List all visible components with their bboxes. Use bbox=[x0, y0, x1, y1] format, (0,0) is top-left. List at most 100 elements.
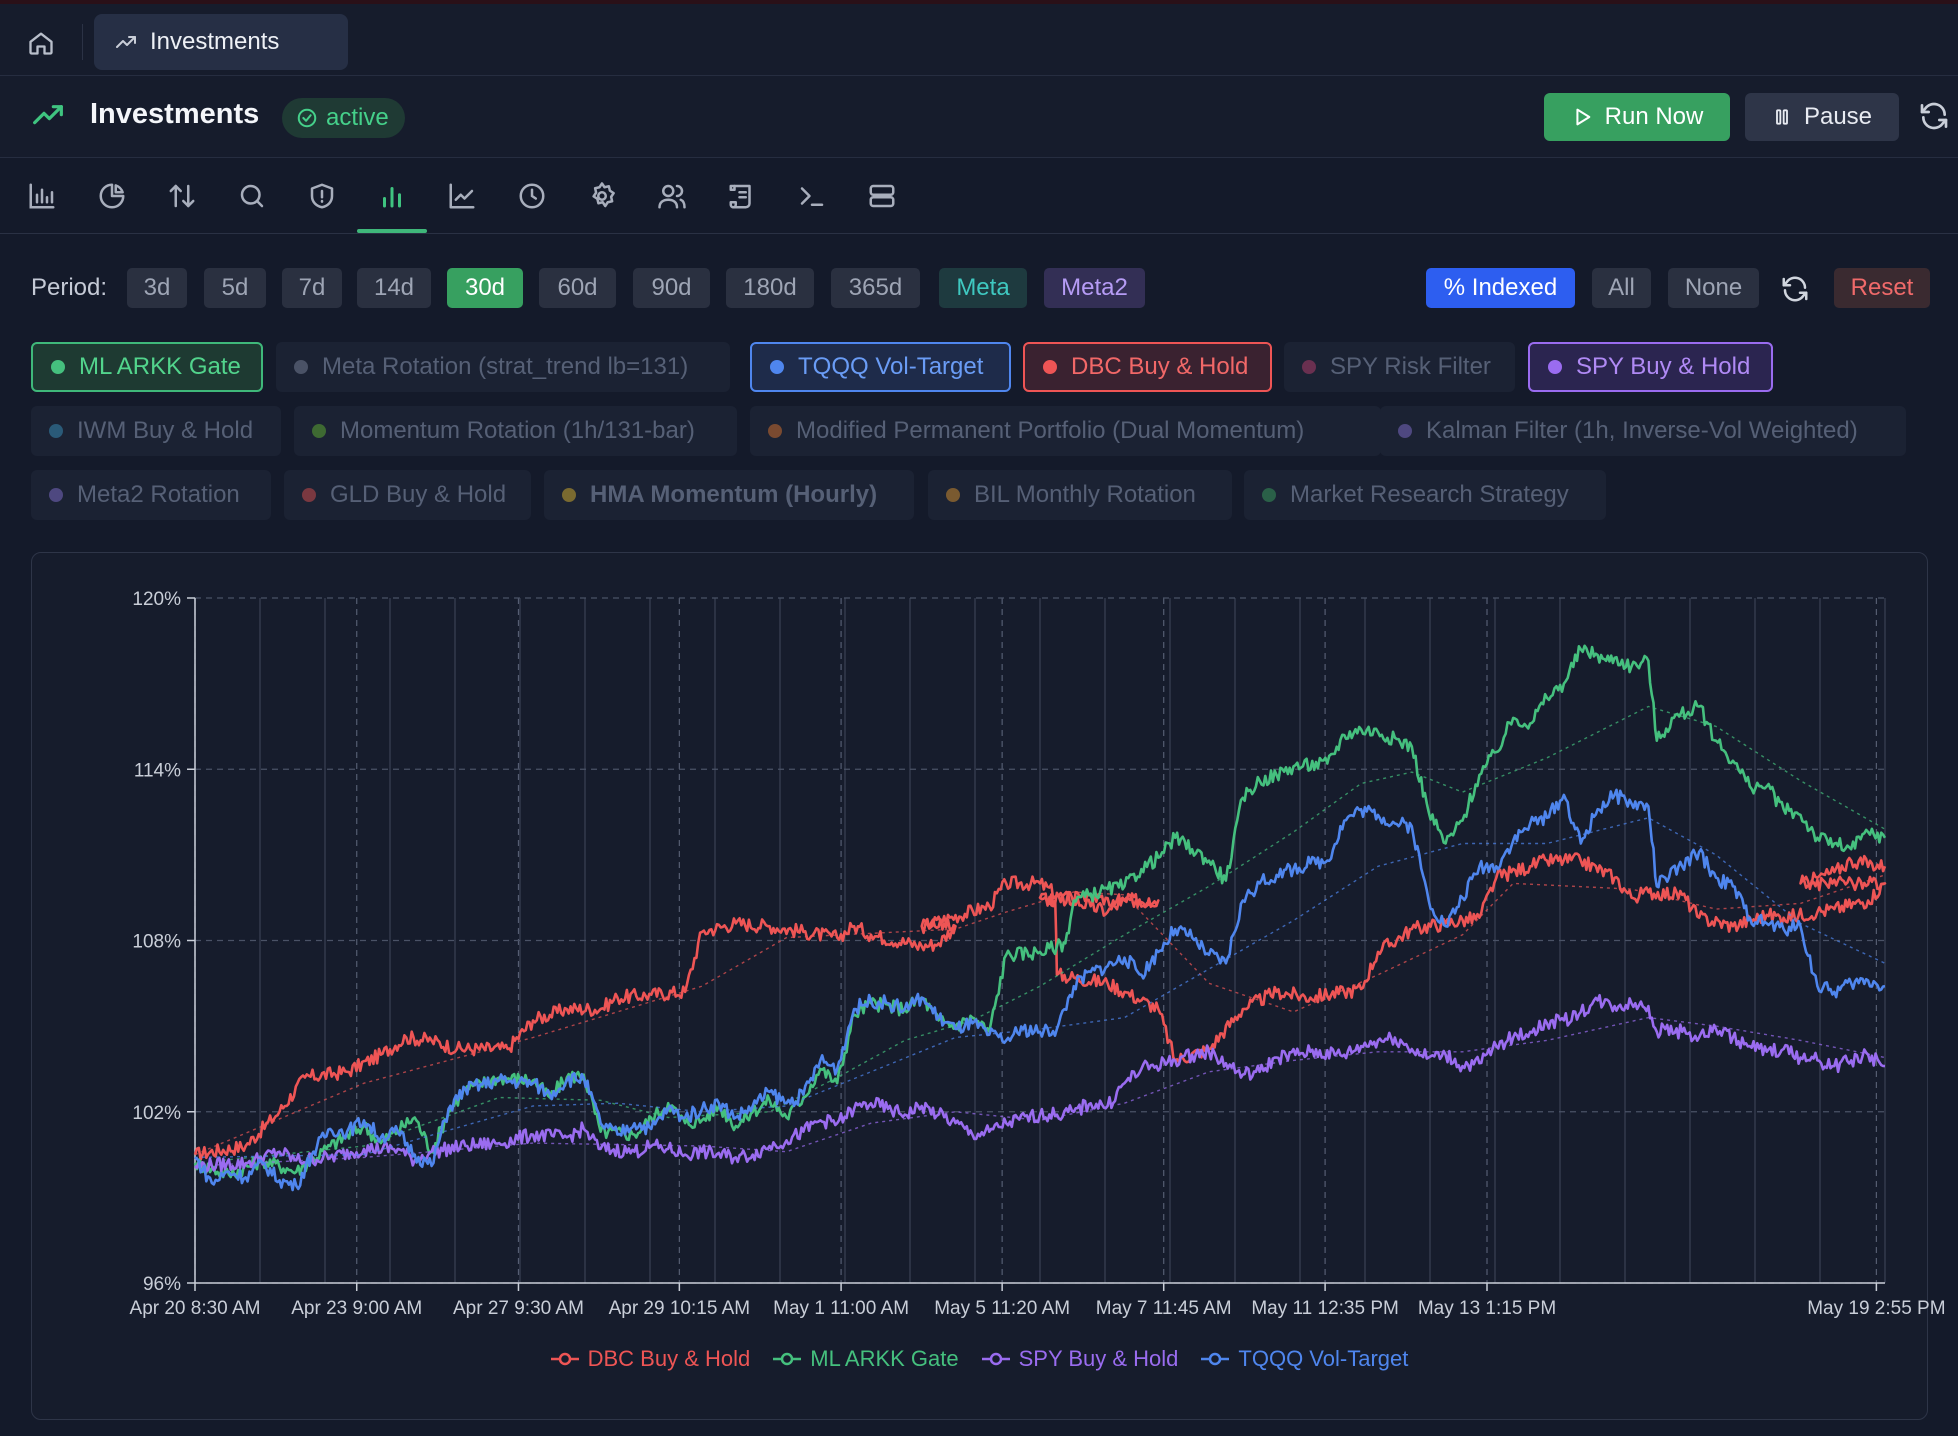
strategy-pill-hma-momentum[interactable]: HMA Momentum (Hourly) bbox=[544, 470, 914, 520]
strategy-name: TQQQ Vol-Target bbox=[798, 353, 984, 380]
period-14d[interactable]: 14d bbox=[357, 268, 431, 308]
strategy-pill-momentum-rotation[interactable]: Momentum Rotation (1h/131-bar) bbox=[294, 406, 737, 456]
legend-label: SPY Buy & Hold bbox=[1018, 1346, 1179, 1371]
tab-investments[interactable]: Investments bbox=[94, 14, 348, 70]
legend-marker-icon bbox=[981, 1352, 1010, 1366]
x-tick-label: May 11 12:35 PM bbox=[1251, 1298, 1399, 1319]
legend-label: ML ARKK Gate bbox=[810, 1346, 959, 1371]
y-tick-label: 114% bbox=[134, 760, 181, 781]
period-meta2[interactable]: Meta2 bbox=[1044, 268, 1145, 308]
tab-separator bbox=[82, 24, 83, 60]
legend-item[interactable]: ML ARKK Gate bbox=[772, 1346, 959, 1372]
strategy-name: ML ARKK Gate bbox=[79, 353, 241, 380]
terminal-button[interactable] bbox=[792, 176, 832, 216]
strategy-name: Meta2 Rotation bbox=[77, 481, 240, 508]
chart-panel bbox=[31, 552, 1928, 1420]
trending-up-icon bbox=[116, 36, 136, 48]
run-now-button[interactable]: Run Now bbox=[1544, 93, 1730, 141]
history-button[interactable] bbox=[512, 176, 552, 216]
legend-marker-icon bbox=[1201, 1352, 1230, 1366]
period-3d[interactable]: 3d bbox=[127, 268, 187, 308]
strategy-pill-kalman-filter[interactable]: Kalman Filter (1h, Inverse-Vol Weighted) bbox=[1380, 406, 1906, 456]
series-color-dot bbox=[302, 488, 316, 502]
strategy-name: DBC Buy & Hold bbox=[1071, 353, 1249, 380]
column-chart-icon bbox=[383, 187, 401, 208]
period-label: Period: bbox=[31, 274, 108, 301]
y-tick-label: 102% bbox=[132, 1103, 181, 1124]
line-chart-icon bbox=[449, 183, 475, 209]
reset-button[interactable]: Reset bbox=[1834, 268, 1930, 308]
strategy-pill-meta-rotation[interactable]: Meta Rotation (strat_trend lb=131) bbox=[276, 342, 730, 392]
strategy-pill-bil-monthly-rotation[interactable]: BIL Monthly Rotation bbox=[928, 470, 1232, 520]
users-button[interactable] bbox=[652, 176, 692, 216]
column-chart-button[interactable] bbox=[372, 176, 412, 216]
series-line bbox=[193, 852, 1887, 1161]
chart-legend: DBC Buy & Hold ML ARKK Gate SPY Buy & Hold… bbox=[0, 1346, 1958, 1372]
x-tick-label: Apr 27 9:30 AM bbox=[453, 1298, 584, 1319]
series-ma-line bbox=[194, 817, 1886, 1159]
series-color-dot bbox=[1548, 360, 1562, 374]
strategy-name: BIL Monthly Rotation bbox=[974, 481, 1196, 508]
period-90d[interactable]: 90d bbox=[633, 268, 710, 308]
period-7d[interactable]: 7d bbox=[282, 268, 342, 308]
sort-button[interactable] bbox=[162, 176, 202, 216]
strategy-pill-modified-permanent-portfolio[interactable]: Modified Permanent Portfolio (Dual Momen… bbox=[750, 406, 1381, 456]
strategy-pill-gld-buy-hold[interactable]: GLD Buy & Hold bbox=[284, 470, 531, 520]
view-toolbar bbox=[0, 158, 1958, 234]
strategy-name: Meta Rotation (strat_trend lb=131) bbox=[322, 353, 689, 380]
refresh-icon[interactable] bbox=[1918, 100, 1950, 132]
indexed-toggle[interactable]: % Indexed bbox=[1426, 268, 1575, 308]
settings-button[interactable] bbox=[582, 176, 622, 216]
pause-button[interactable]: Pause bbox=[1745, 93, 1899, 141]
strategy-name: GLD Buy & Hold bbox=[330, 481, 507, 508]
select-none-button[interactable]: None bbox=[1668, 268, 1759, 308]
series-color-dot bbox=[51, 360, 65, 374]
refresh-icon[interactable] bbox=[1780, 274, 1810, 304]
x-tick-label: Apr 23 9:00 AM bbox=[291, 1298, 422, 1319]
strategy-pill-dbc-buy-hold[interactable]: DBC Buy & Hold bbox=[1023, 342, 1272, 392]
x-tick-label: May 7 11:45 AM bbox=[1096, 1298, 1232, 1319]
period-365d[interactable]: 365d bbox=[831, 268, 920, 308]
shield-button[interactable] bbox=[302, 176, 342, 216]
strategy-pill-spy-risk-filter[interactable]: SPY Risk Filter bbox=[1284, 342, 1515, 392]
legend-marker-icon bbox=[550, 1352, 579, 1366]
search-button[interactable] bbox=[232, 176, 272, 216]
period-180d[interactable]: 180d bbox=[726, 268, 814, 308]
status-text: active bbox=[326, 104, 389, 131]
select-all-button[interactable]: All bbox=[1592, 268, 1651, 308]
strategy-pill-market-research[interactable]: Market Research Strategy bbox=[1244, 470, 1606, 520]
series-color-dot bbox=[946, 488, 960, 502]
strategy-pill-meta2-rotation[interactable]: Meta2 Rotation bbox=[31, 470, 271, 520]
tab-bar: Investments bbox=[0, 4, 1958, 76]
server-button[interactable] bbox=[862, 176, 902, 216]
series-color-dot bbox=[1302, 360, 1316, 374]
series-ma-line bbox=[194, 874, 1886, 1156]
legend-item[interactable]: DBC Buy & Hold bbox=[550, 1346, 750, 1372]
strategy-name: IWM Buy & Hold bbox=[77, 417, 254, 444]
series-color-dot bbox=[562, 488, 576, 502]
legend-item[interactable]: SPY Buy & Hold bbox=[981, 1346, 1179, 1372]
bar-chart-button[interactable] bbox=[22, 176, 62, 216]
period-60d[interactable]: 60d bbox=[539, 268, 616, 308]
period-meta[interactable]: Meta bbox=[939, 268, 1027, 308]
period-5d[interactable]: 5d bbox=[204, 268, 266, 308]
active-view-indicator bbox=[357, 229, 427, 233]
strategy-pill-tqqq-vol-target[interactable]: TQQQ Vol-Target bbox=[750, 342, 1011, 392]
pause-icon bbox=[1776, 109, 1788, 125]
strategy-name: SPY Risk Filter bbox=[1330, 353, 1491, 380]
strategy-pill-ml-arkk-gate[interactable]: ML ARKK Gate bbox=[31, 342, 263, 392]
home-button[interactable] bbox=[22, 24, 60, 62]
series-color-dot bbox=[49, 488, 63, 502]
window-top-strip bbox=[0, 0, 1958, 4]
x-tick-label: Apr 29 10:15 AM bbox=[609, 1298, 751, 1319]
sort-arrows-icon bbox=[169, 184, 195, 208]
period-30d[interactable]: 30d bbox=[447, 268, 523, 308]
legend-item[interactable]: TQQQ Vol-Target bbox=[1200, 1346, 1408, 1372]
strategy-pill-spy-buy-hold[interactable]: SPY Buy & Hold bbox=[1528, 342, 1773, 392]
strategy-pill-iwm-buy-hold[interactable]: IWM Buy & Hold bbox=[31, 406, 281, 456]
logs-button[interactable] bbox=[722, 176, 762, 216]
line-chart-button[interactable] bbox=[442, 176, 482, 216]
pie-chart-button[interactable] bbox=[92, 176, 132, 216]
play-icon bbox=[1576, 108, 1590, 126]
